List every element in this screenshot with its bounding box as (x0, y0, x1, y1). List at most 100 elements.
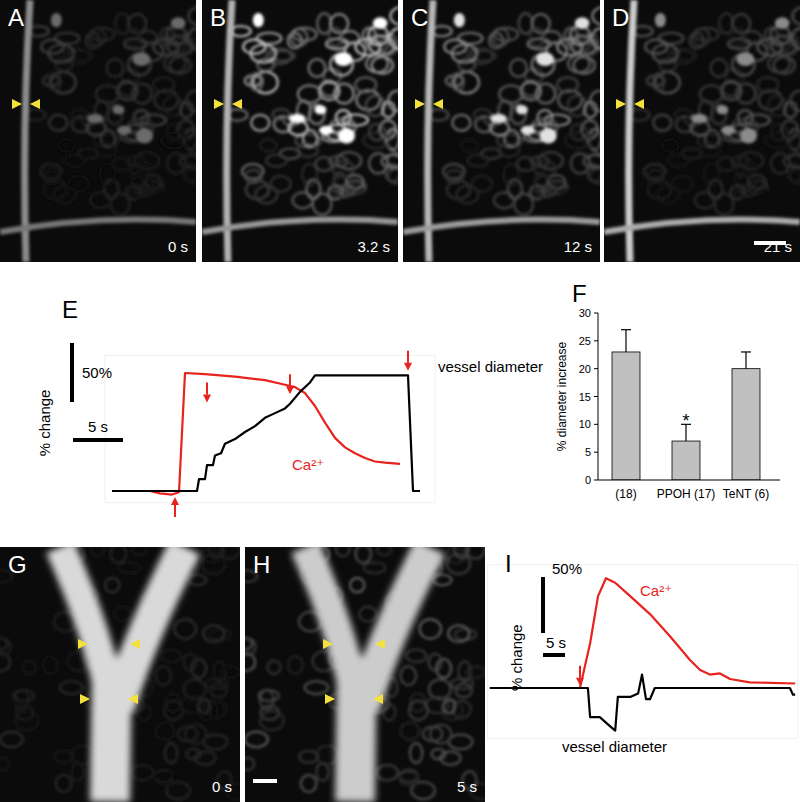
plot-frame (488, 565, 798, 739)
soma (373, 17, 388, 29)
significance: * (682, 411, 689, 431)
cell (748, 175, 766, 189)
arrowhead (130, 639, 140, 649)
arrowhead (78, 639, 88, 649)
cell (446, 75, 463, 86)
y-tick (594, 313, 598, 314)
arrowhead (12, 99, 22, 109)
cell (514, 194, 533, 215)
line-chart: ICa²⁺vessel diameter50%5 s% change (488, 550, 798, 755)
scale-bar (541, 577, 545, 633)
cell (451, 679, 473, 690)
cell (72, 746, 94, 765)
cell (458, 33, 483, 44)
axis-title: % change (508, 624, 525, 691)
cell (131, 765, 153, 780)
cell (71, 109, 88, 119)
series-label: vessel diameter (562, 738, 667, 755)
arrowhead (616, 99, 626, 109)
axis-title: % diameter increase (555, 341, 569, 451)
soma (536, 52, 554, 66)
arrow (171, 497, 179, 517)
cell (71, 763, 83, 781)
cell (185, 725, 206, 744)
panel-label: D (612, 4, 629, 31)
soma (87, 114, 103, 123)
cell (48, 73, 60, 90)
soma (736, 52, 754, 66)
arrow (404, 351, 412, 371)
cell (452, 73, 464, 90)
cell (188, 7, 196, 25)
cell (306, 180, 320, 199)
cell (301, 775, 317, 792)
y-tick-label: 15 (579, 391, 591, 403)
cell (293, 192, 313, 208)
micrograph (0, 547, 240, 802)
cell (166, 26, 186, 45)
cell (104, 180, 118, 199)
cell (530, 28, 543, 46)
cell (540, 185, 556, 196)
x-tick-label: TeNT (6) (723, 487, 769, 501)
cell (740, 185, 756, 196)
arrow-shaft (579, 666, 581, 678)
cell (119, 562, 141, 573)
plot-area (112, 373, 420, 495)
cell (14, 690, 34, 701)
vessels (305, 547, 430, 802)
cell (309, 59, 326, 77)
cell (144, 175, 162, 189)
cell (736, 84, 755, 104)
cells (629, 7, 800, 215)
cell (346, 175, 364, 189)
cell (508, 180, 522, 199)
cell (662, 139, 678, 152)
cell (100, 164, 115, 186)
cell (91, 547, 105, 556)
soma (334, 52, 352, 66)
cell (792, 7, 800, 25)
cell (107, 59, 124, 77)
scale-bar (253, 779, 277, 783)
cells (25, 7, 196, 215)
cell (198, 699, 210, 713)
arrowhead (80, 694, 90, 704)
cell (420, 619, 441, 639)
vessels (0, 0, 196, 262)
cell (266, 155, 287, 167)
cell (245, 653, 255, 671)
cell (452, 115, 470, 131)
soma (540, 128, 557, 143)
vessel (25, 0, 30, 262)
soma (740, 128, 757, 143)
cell (114, 607, 131, 622)
error-cap (621, 329, 631, 330)
cell (699, 144, 719, 157)
cell (368, 26, 388, 45)
cell (15, 711, 39, 730)
cell (364, 562, 386, 573)
time-label: 3.2 s (357, 238, 390, 255)
cell (195, 751, 215, 764)
cell (131, 161, 152, 176)
micrograph (403, 0, 600, 262)
panel-label: H (253, 551, 270, 578)
cell (317, 746, 339, 765)
cell (127, 28, 140, 46)
soma (132, 52, 150, 66)
cell (448, 625, 469, 642)
micrograph (245, 547, 485, 802)
cell (210, 629, 231, 640)
y-tick-label: 0 (585, 474, 591, 486)
cell (668, 155, 689, 167)
vessel (428, 0, 433, 262)
cell (673, 176, 693, 192)
cell (430, 725, 451, 744)
cell (770, 26, 790, 45)
cell (534, 161, 555, 176)
cell (494, 28, 518, 41)
soma (112, 105, 124, 114)
image-bg (403, 0, 600, 262)
cell (433, 575, 451, 585)
